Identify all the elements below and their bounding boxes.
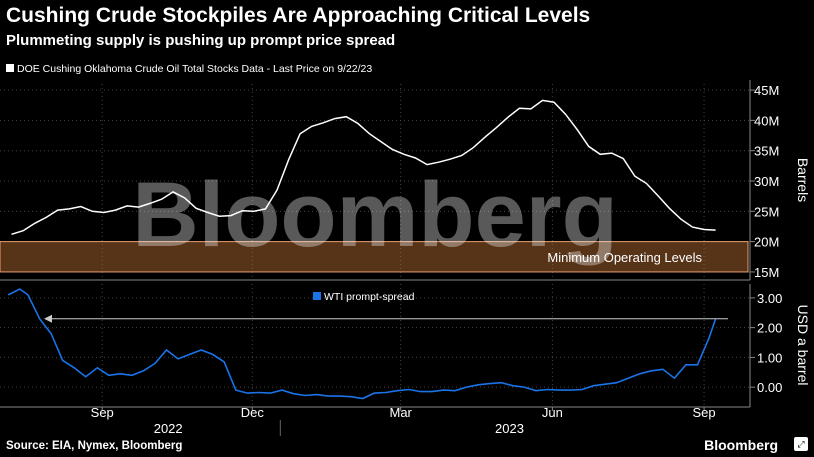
stocks-legend-swatch (6, 64, 14, 72)
spread-y-tick-label: 2.00 (757, 321, 782, 336)
minimum-operating-levels-label: Minimum Operating Levels (547, 250, 702, 265)
spread-legend-swatch (313, 292, 321, 300)
stocks-y-tick-label: 25M (754, 204, 779, 219)
stocks-y-tick-label: 15M (754, 265, 779, 280)
chart-title: Cushing Crude Stockpiles Are Approaching… (6, 4, 591, 27)
spread-y-tick-label: 1.00 (757, 350, 782, 365)
x-tick-label: Sep (91, 405, 114, 420)
stocks-y-axis-label: Barrels (795, 158, 811, 202)
bloomberg-watermark: Bloomberg (132, 164, 618, 266)
stocks-legend-label: DOE Cushing Oklahoma Crude Oil Total Sto… (17, 63, 373, 75)
arrow-head (44, 314, 52, 323)
source-note: Source: EIA, Nymex, Bloomberg (6, 440, 183, 452)
spread-y-tick-label: 3.00 (757, 291, 782, 306)
minimum-operating-zone (0, 241, 749, 273)
stocks-y-tick-label: 45M (754, 83, 779, 98)
spread-legend-label: WTI prompt-spread (324, 291, 415, 303)
stocks-y-tick-label: 20M (754, 235, 779, 250)
year-label-2023: 2023 (495, 421, 524, 436)
stocks-y-tick-label: 30M (754, 174, 779, 189)
spread-series-line (7, 288, 717, 400)
chart-subtitle: Plummeting supply is pushing up prompt p… (6, 32, 396, 49)
x-tick-label: Sep (693, 405, 716, 420)
spread-legend: WTI prompt-spread (313, 291, 414, 303)
level-arrow (44, 314, 728, 323)
expand-icon[interactable]: ⤢ (794, 437, 808, 451)
x-tick-label: Jun (542, 405, 563, 420)
spread-y-ticks: 0.00 1.00 2.00 3.00 (750, 291, 782, 395)
stocks-y-tick-label: 40M (754, 113, 779, 128)
year-label-2022: 2022 (154, 421, 183, 436)
bloomberg-brand: Bloomberg (704, 437, 778, 453)
x-tick-label: Dec (241, 405, 265, 420)
stocks-legend: DOE Cushing Oklahoma Crude Oil Total Sto… (6, 63, 372, 75)
x-axis-ticks: Sep Dec Mar Jun Sep 2022 2023 (91, 405, 716, 436)
x-tick-label: Mar (389, 405, 412, 420)
stocks-y-ticks: 15M 20M 25M 30M 35M 40M 45M (750, 83, 779, 280)
spread-y-axis-label: USD a barrel (795, 305, 811, 386)
stocks-series-line (11, 99, 716, 236)
spread-y-tick-label: 0.00 (757, 380, 782, 395)
stocks-y-tick-label: 35M (754, 144, 779, 159)
